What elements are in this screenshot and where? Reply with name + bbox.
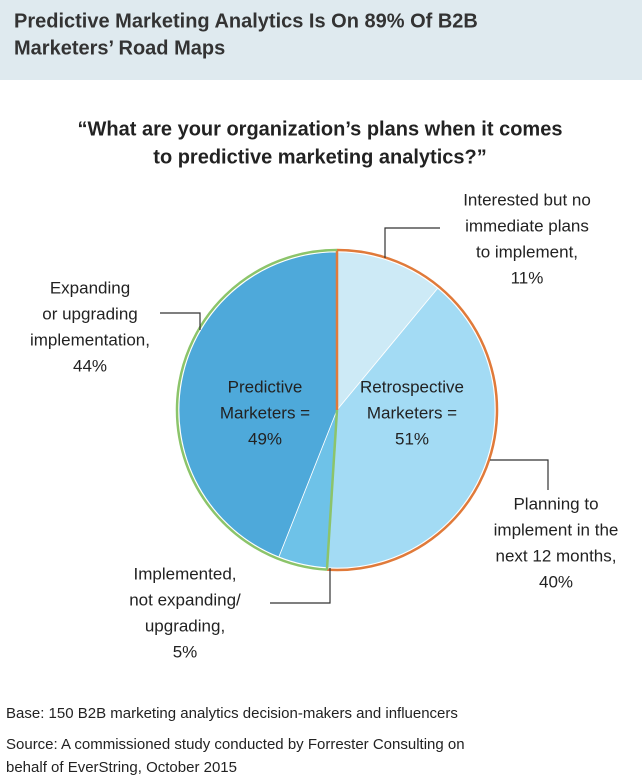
group-value-label: 51% [395, 429, 429, 448]
title: Predictive Marketing Analytics Is On 89%… [14, 10, 478, 32]
slice-label: upgrading, [145, 616, 225, 635]
group-label: Predictive [228, 377, 303, 396]
source-note: Source: A commissioned study conducted b… [6, 736, 465, 753]
title: Marketers’ Road Maps [14, 37, 225, 59]
slice-label: Planning to [513, 494, 598, 513]
slice-label: immediate plans [465, 216, 589, 235]
title-banner [0, 0, 642, 80]
slice-value-label: 40% [539, 572, 573, 591]
slice-value-label: 5% [173, 642, 198, 661]
group-label: Retrospective [360, 377, 464, 396]
question: to predictive marketing analytics?” [153, 146, 486, 168]
slice-label: not expanding/ [129, 590, 241, 609]
group-label: Marketers = [220, 403, 310, 422]
group-divider [325, 409, 339, 570]
group-outline [175, 248, 338, 571]
leader-line [384, 227, 440, 258]
group-label: Marketers = [367, 403, 457, 422]
slice-value-label: 44% [73, 356, 107, 375]
slice-label: next 12 months, [496, 546, 617, 565]
leader-line [160, 312, 201, 330]
group-outline [326, 248, 499, 572]
slice-label: or upgrading [42, 304, 137, 323]
group-value-label: 49% [248, 429, 282, 448]
slice-label: implement in the [494, 520, 619, 539]
slice-label: implementation, [30, 330, 150, 349]
pie-slice [336, 251, 439, 412]
question: “What are your organization’s plans when… [78, 118, 563, 140]
slice-value-label: 11% [511, 268, 544, 287]
pie-slice [326, 287, 496, 569]
pie-slice [178, 251, 338, 558]
slice-label: to implement, [476, 242, 578, 261]
leader-line [490, 459, 549, 490]
slice-label: Interested but no [463, 190, 591, 209]
leader-line [270, 568, 331, 604]
slice-label: Implemented, [134, 564, 237, 583]
base-note: Base: 150 B2B marketing analytics decisi… [6, 705, 458, 722]
source-note: behalf of EverString, October 2015 [6, 759, 237, 776]
slice-label: Expanding [50, 278, 130, 297]
